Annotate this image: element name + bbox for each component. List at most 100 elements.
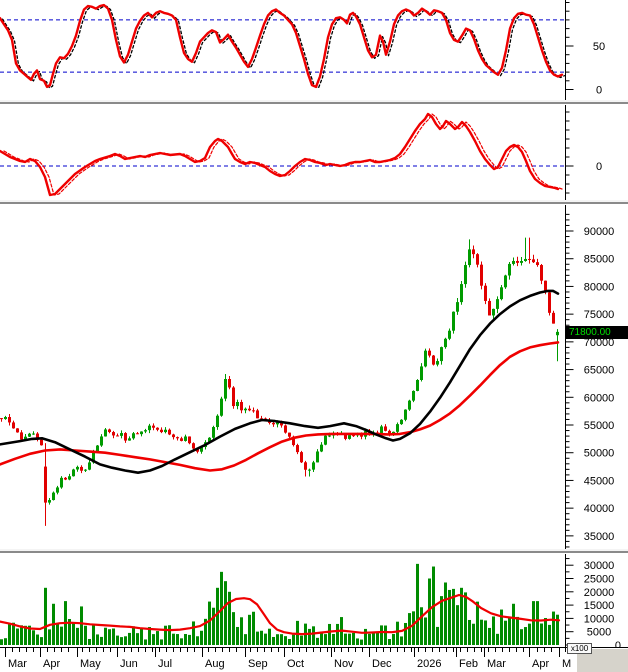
candle-body	[324, 435, 327, 445]
candle-body	[416, 379, 419, 391]
volume-bar	[548, 624, 551, 645]
candle-body	[152, 425, 155, 428]
volume-bar	[540, 623, 543, 645]
volume-bar	[124, 636, 127, 645]
candle-body	[516, 260, 519, 263]
volume-bar	[348, 633, 351, 645]
candle-body	[36, 433, 39, 440]
volume-bar	[232, 612, 235, 645]
candle-body	[428, 350, 431, 356]
panel-volume[interactable]: 0 5000 10000 15000 20000 25000 30000	[0, 554, 628, 647]
volume-bar	[76, 627, 79, 645]
time-axis[interactable]: Mar Apr May Jun Jul Aug Sep Oct Nov Dec 2026 Feb Mar…	[0, 647, 628, 672]
volume-bar	[552, 611, 555, 645]
candle-body	[236, 401, 239, 407]
volume-bar	[4, 638, 7, 645]
candle-body	[96, 445, 99, 452]
volume-bar	[352, 633, 355, 645]
candle-body	[128, 438, 131, 441]
volume-bar	[544, 618, 547, 645]
candle-body	[8, 417, 11, 423]
volume-axis-label: 0	[615, 640, 621, 647]
candle-body	[80, 466, 83, 471]
volume-bar	[488, 627, 491, 645]
candle-body	[552, 312, 555, 324]
volume-bar	[200, 630, 203, 645]
volume-bars	[0, 563, 559, 645]
volume-axis-label: 25000	[584, 574, 615, 586]
volume-bar	[512, 603, 515, 645]
candle-body	[56, 487, 59, 493]
stochastic-axis-label: 0	[596, 85, 602, 97]
candle-body	[220, 398, 223, 416]
volume-axis-label: 20000	[584, 587, 615, 599]
volume-bar	[500, 609, 503, 645]
candle-body	[480, 264, 483, 286]
candle-body	[172, 434, 175, 438]
candle-body	[28, 433, 31, 437]
candle-body	[32, 433, 35, 435]
candle-body	[448, 330, 451, 339]
volume-bar	[344, 633, 347, 645]
volume-bar	[300, 635, 303, 645]
volume-bar	[228, 591, 231, 645]
volume-bar	[0, 639, 3, 645]
candle-body	[232, 387, 235, 407]
panel-divider[interactable]	[0, 100, 628, 105]
last-price-badge: 71800.00	[566, 326, 628, 339]
price-axis-label: 55000	[584, 420, 615, 432]
volume-bar	[260, 630, 263, 645]
volume-bar	[412, 611, 415, 645]
candle-body	[508, 263, 511, 276]
volume-bar	[372, 632, 375, 645]
candle-body	[460, 284, 463, 303]
candle-body	[536, 262, 539, 266]
candle-body	[488, 300, 491, 316]
ma-slow-line	[0, 341, 560, 472]
volume-bar	[516, 616, 519, 645]
axis-corner	[577, 649, 628, 672]
candle-body	[176, 437, 179, 439]
month-label: Sep	[248, 658, 268, 670]
candle-body	[300, 452, 303, 463]
candle-body	[216, 415, 219, 428]
candle-body	[156, 427, 159, 430]
candle-body	[252, 410, 255, 412]
volume-bar	[456, 605, 459, 645]
panel-divider[interactable]	[0, 200, 628, 205]
stochastic-signal-line	[1, 5, 566, 89]
momentum-axis-label: 0	[596, 161, 602, 173]
candle-body	[52, 492, 55, 501]
panel-stochastic[interactable]: 0 50	[0, 0, 628, 100]
volume-bar	[416, 563, 419, 645]
volume-bar	[368, 633, 371, 645]
volume-bar	[96, 634, 99, 645]
volume-bar	[48, 629, 51, 645]
volume-bar	[40, 637, 43, 645]
volume-bar	[116, 635, 119, 645]
panel-price[interactable]: 35000 40000 45000 50000 55000 60000 65000 70000…	[0, 205, 628, 549]
candle-body	[44, 466, 47, 503]
volume-bar	[292, 634, 295, 645]
volume-bar	[276, 634, 279, 645]
volume-bar	[528, 623, 531, 645]
candle-body	[344, 433, 347, 439]
candle-body	[200, 447, 203, 452]
volume-bar	[316, 637, 319, 645]
volume-bar	[144, 639, 147, 645]
volume-bar	[400, 636, 403, 645]
candle-body	[452, 311, 455, 331]
month-label: Oct	[287, 658, 304, 670]
candle-body	[120, 433, 123, 436]
volume-bar	[240, 617, 243, 645]
panel-divider[interactable]	[0, 549, 628, 554]
volume-bar	[464, 592, 467, 645]
panel-momentum[interactable]: 0	[0, 105, 628, 200]
price-axis-label: 50000	[584, 448, 615, 460]
candle-body	[520, 261, 523, 263]
volume-bar	[188, 634, 191, 645]
candle-body	[116, 435, 119, 437]
volume-bar	[16, 628, 19, 645]
volume-bar	[324, 634, 327, 645]
candle-body	[272, 422, 275, 425]
